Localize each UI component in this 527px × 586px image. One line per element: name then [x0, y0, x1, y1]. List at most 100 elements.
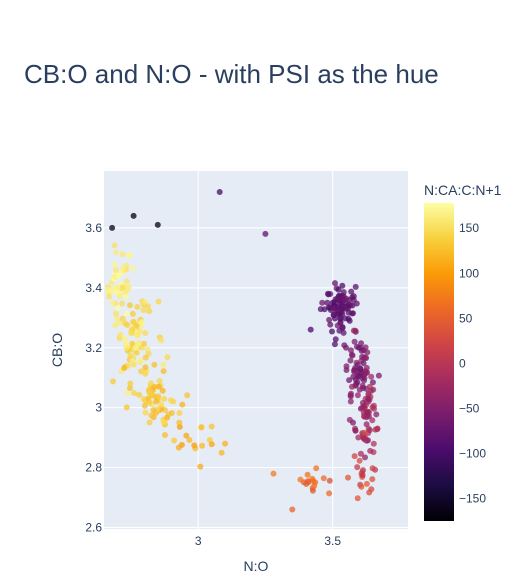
data-point	[169, 410, 175, 416]
colorbar	[424, 203, 454, 521]
data-point	[113, 249, 119, 255]
data-point	[119, 301, 125, 307]
x-tick-label: 3.5	[324, 534, 341, 548]
data-point	[130, 311, 136, 317]
data-point	[353, 428, 359, 434]
data-point	[330, 300, 336, 306]
data-point	[117, 292, 123, 298]
data-point	[127, 302, 133, 308]
data-point	[362, 355, 368, 361]
data-point	[303, 481, 309, 487]
data-point	[354, 464, 360, 470]
data-point	[349, 310, 355, 316]
data-point	[160, 362, 166, 368]
data-point	[197, 464, 203, 470]
data-point	[362, 454, 368, 460]
data-point	[199, 443, 205, 449]
data-point	[362, 435, 368, 441]
data-point	[338, 315, 344, 321]
data-point	[115, 285, 121, 291]
data-point	[141, 396, 147, 402]
data-point	[219, 450, 225, 456]
data-point	[331, 312, 337, 318]
data-point	[327, 478, 333, 484]
data-point	[329, 329, 335, 335]
data-point	[113, 267, 119, 273]
data-point	[123, 294, 129, 300]
data-point	[142, 330, 148, 336]
data-point	[313, 465, 319, 471]
data-point	[222, 441, 228, 447]
colorbar-tick-label: −50	[459, 401, 480, 415]
data-point	[326, 490, 332, 496]
data-point	[124, 404, 130, 410]
data-point	[305, 472, 311, 478]
data-point	[370, 465, 376, 471]
data-point	[120, 251, 126, 257]
colorbar-tick-label: 100	[459, 266, 479, 280]
colorbar-tick-label: −150	[459, 491, 486, 505]
y-tick-label: 3.2	[85, 341, 102, 355]
data-point	[121, 365, 127, 371]
data-point	[351, 369, 357, 375]
data-point	[147, 390, 153, 396]
data-point	[325, 291, 331, 297]
data-point	[349, 352, 355, 358]
data-point	[138, 323, 144, 329]
data-point	[353, 284, 359, 290]
data-point	[126, 284, 132, 290]
data-point	[124, 311, 130, 317]
data-point	[168, 397, 174, 403]
colorbar-tick-label: 0	[459, 356, 466, 370]
data-point	[146, 399, 152, 405]
data-point	[352, 453, 358, 459]
data-point	[332, 341, 338, 347]
data-point	[134, 304, 140, 310]
data-point	[122, 336, 128, 342]
data-point	[359, 375, 365, 381]
data-point	[352, 339, 358, 345]
data-point	[297, 477, 303, 483]
data-point	[346, 377, 352, 383]
data-point	[146, 308, 152, 314]
colorbar-tick-label: 150	[459, 221, 479, 235]
data-point	[136, 392, 142, 398]
colorbar-title: N:CA:C:N+1	[424, 182, 502, 198]
y-tick-label: 2.8	[85, 461, 102, 475]
data-point	[348, 391, 354, 397]
data-point	[131, 362, 137, 368]
data-point	[358, 340, 364, 346]
data-point	[176, 420, 182, 426]
data-point	[351, 328, 357, 334]
data-point	[271, 471, 277, 477]
data-point	[112, 322, 118, 328]
data-point	[360, 472, 366, 478]
data-point	[333, 336, 339, 342]
data-point	[371, 406, 377, 412]
data-point	[147, 420, 153, 426]
data-point	[131, 213, 137, 219]
data-point	[357, 366, 363, 372]
data-point	[161, 368, 167, 374]
y-tick-label: 3.6	[85, 221, 102, 235]
data-point	[367, 448, 373, 454]
data-point	[177, 410, 183, 416]
data-point	[360, 467, 366, 473]
data-point	[191, 442, 197, 448]
data-point	[133, 322, 139, 328]
data-point	[369, 417, 375, 423]
data-point	[142, 371, 148, 377]
data-point	[157, 378, 163, 384]
data-point	[351, 297, 357, 303]
data-point	[143, 410, 149, 416]
data-point	[372, 427, 378, 433]
data-point	[335, 304, 341, 310]
data-point	[106, 294, 112, 300]
data-point	[357, 387, 363, 393]
data-point	[145, 346, 151, 352]
x-axis-title: N:O	[244, 558, 269, 574]
data-point	[327, 322, 333, 328]
data-point	[363, 370, 369, 376]
data-point	[350, 303, 356, 309]
